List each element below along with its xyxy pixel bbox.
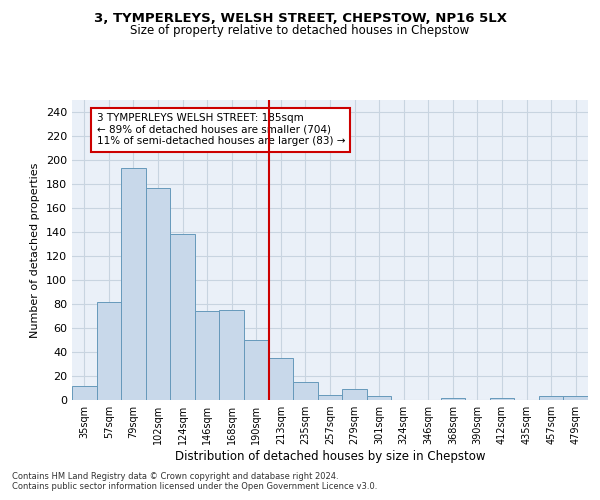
Text: Contains public sector information licensed under the Open Government Licence v3: Contains public sector information licen… — [12, 482, 377, 491]
Bar — [220, 310, 244, 400]
Bar — [97, 302, 121, 400]
Bar — [244, 340, 269, 400]
Bar — [121, 168, 146, 400]
X-axis label: Distribution of detached houses by size in Chepstow: Distribution of detached houses by size … — [175, 450, 485, 463]
Bar — [269, 358, 293, 400]
Bar — [440, 398, 465, 400]
Bar — [72, 386, 97, 400]
Y-axis label: Number of detached properties: Number of detached properties — [31, 162, 40, 338]
Bar — [293, 382, 318, 400]
Bar — [563, 396, 588, 400]
Bar — [367, 396, 391, 400]
Bar — [170, 234, 195, 400]
Bar — [490, 398, 514, 400]
Bar — [318, 395, 342, 400]
Text: Size of property relative to detached houses in Chepstow: Size of property relative to detached ho… — [130, 24, 470, 37]
Text: Contains HM Land Registry data © Crown copyright and database right 2024.: Contains HM Land Registry data © Crown c… — [12, 472, 338, 481]
Text: 3 TYMPERLEYS WELSH STREET: 185sqm
← 89% of detached houses are smaller (704)
11%: 3 TYMPERLEYS WELSH STREET: 185sqm ← 89% … — [97, 113, 345, 146]
Bar — [195, 311, 220, 400]
Text: 3, TYMPERLEYS, WELSH STREET, CHEPSTOW, NP16 5LX: 3, TYMPERLEYS, WELSH STREET, CHEPSTOW, N… — [94, 12, 506, 26]
Bar — [539, 396, 563, 400]
Bar — [342, 389, 367, 400]
Bar — [146, 188, 170, 400]
